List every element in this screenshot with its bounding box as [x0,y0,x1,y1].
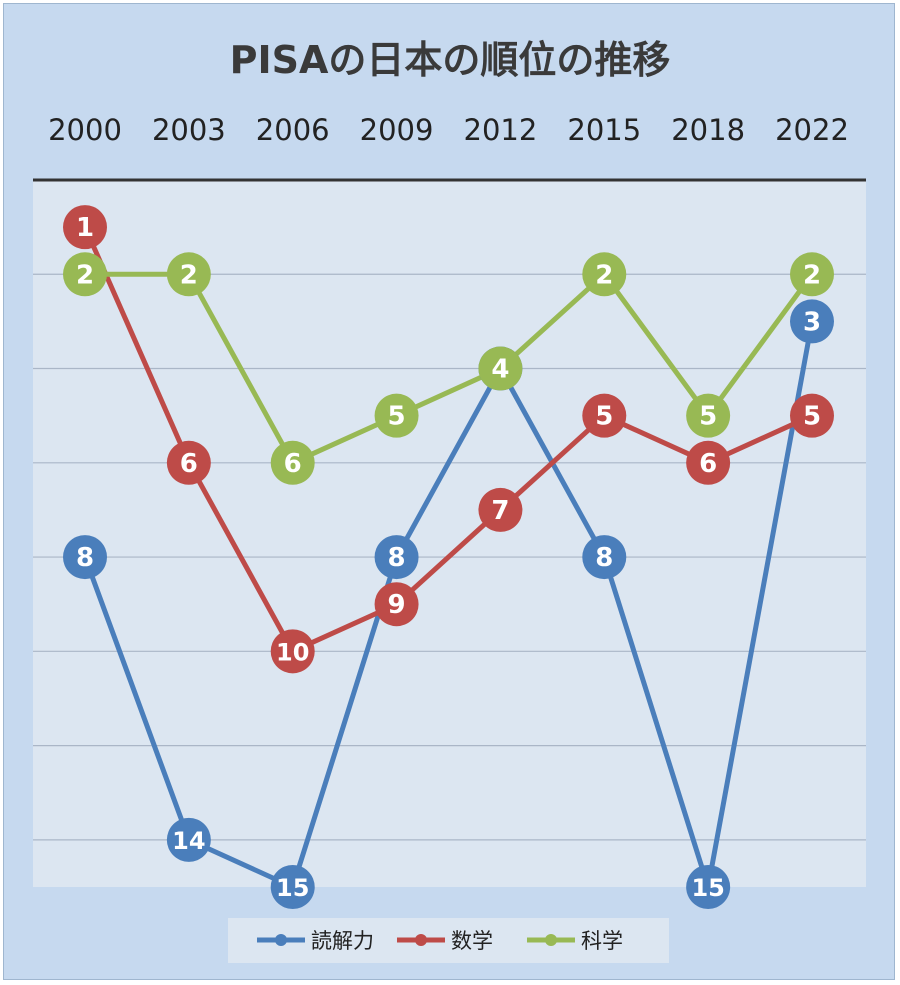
marker-0-2018 [686,865,731,909]
marker-1-2022 [790,393,834,438]
marker-2-2022 [790,252,834,297]
category-labels: 2000 2003 2006 2009 2012 2015 2018 2022 [48,113,849,147]
marker-2-2018 [686,393,731,438]
marker-0-2003 [166,817,211,862]
data-label-0-2003: 14 [172,827,205,855]
marker-0-2022 [790,299,834,344]
data-label-0-2009: 8 [388,543,406,573]
marker-1-2003 [166,440,211,485]
category-label-2009: 2009 [360,113,434,147]
category-label-2018: 2018 [671,113,745,147]
data-label-1-2006: 10 [276,638,309,666]
series-line-2 [85,271,815,466]
series-markers: 8141584815316109756522654252 [63,205,834,909]
data-label-1-2015: 5 [595,402,613,432]
data-label-0-2015: 8 [595,543,613,573]
data-label-2-2022: 2 [803,260,821,290]
data-label-2-2015: 2 [595,260,613,290]
marker-2-2009 [374,393,419,438]
marker-1-2012 [478,487,523,532]
data-label-0-2018: 15 [691,874,724,902]
marker-1-2015 [582,393,627,438]
chart-title: PISAの日本の順位の推移 [230,38,671,82]
marker-1-2018 [686,440,731,485]
marker-0-2000 [63,535,107,580]
data-label-0-2000: 8 [76,543,94,573]
legend-marker-2 [545,934,557,946]
data-label-1-2018: 6 [699,449,717,479]
data-label-2-2009: 5 [388,402,406,432]
data-label-1-2009: 9 [388,590,406,620]
plot-area [33,181,866,887]
marker-0-2015 [582,535,627,580]
legend-label-1: 数学 [451,929,493,953]
data-label-2-2003: 2 [180,260,198,290]
data-label-1-2003: 6 [180,449,198,479]
marker-1-2000 [63,205,107,250]
marker-2-2015 [582,252,627,297]
marker-2-2000 [63,252,107,297]
marker-1-2006 [270,629,315,674]
marker-0-2006 [270,865,315,909]
marker-2-2006 [270,440,315,485]
data-label-2-2012: 4 [491,355,509,385]
data-label-1-2022: 5 [803,402,821,432]
category-label-2000: 2000 [48,113,122,147]
legend-marker-1 [415,934,427,946]
data-label-2-2000: 2 [76,260,94,290]
data-label-0-2006: 15 [276,874,309,902]
data-label-2-2018: 5 [699,402,717,432]
marker-2-2003 [166,252,211,297]
data-label-1-2000: 1 [76,213,94,243]
legend-label-0: 読解力 [311,929,374,953]
category-label-2003: 2003 [152,113,226,147]
data-label-2-2006: 6 [284,449,302,479]
data-label-0-2022: 3 [803,307,821,337]
category-label-2015: 2015 [567,113,641,147]
legend-items: 読解力 数学 科学 [257,929,623,953]
data-label-1-2012: 7 [491,496,509,526]
marker-0-2009 [374,535,419,580]
category-label-2012: 2012 [464,113,538,147]
category-label-2006: 2006 [256,113,330,147]
category-label-2022: 2022 [775,113,849,147]
legend-marker-0 [275,934,287,946]
marker-2-2012 [478,346,523,391]
marker-1-2009 [374,582,419,627]
legend-label-2: 科学 [581,929,623,953]
